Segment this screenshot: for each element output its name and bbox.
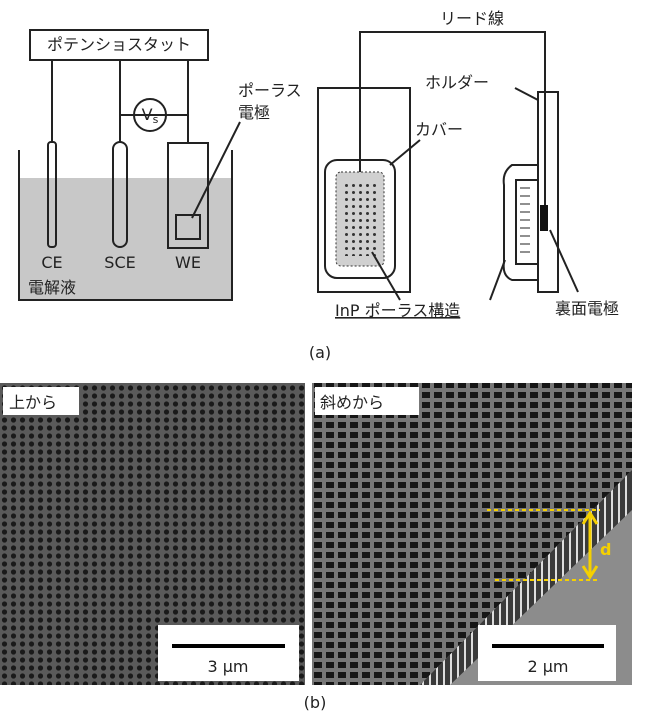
cover-side xyxy=(504,165,538,280)
back-electrode-label: 裏面電極 xyxy=(555,299,619,318)
cell-diagram: ポテンショスタット Vs ポーラス 電極 CE SCE WE 電解液 xyxy=(19,30,302,300)
holder-diagram: リード線 カバー ホルダー 裏面電極 InP ポーラス構造 xyxy=(318,9,619,320)
voltage-sub: s xyxy=(153,113,159,126)
view-label: 斜めから xyxy=(320,393,384,412)
sem-top: 上から 3 μm xyxy=(0,383,305,685)
voltage-main: V xyxy=(142,105,153,124)
holder-label: ホルダー xyxy=(425,73,489,92)
electrode-label: ポーラス xyxy=(238,81,302,100)
leader xyxy=(515,88,538,100)
figure: ポテンショスタット Vs ポーラス 電極 CE SCE WE 電解液 リード線 … xyxy=(0,0,662,716)
sem-oblique: 斜めから d 2 μm xyxy=(312,383,632,685)
structure-label: InP ポーラス構造 xyxy=(335,301,460,320)
leader xyxy=(390,140,420,165)
leader xyxy=(490,260,505,300)
electrode-name: WE xyxy=(175,253,201,272)
view-label: 上から xyxy=(9,393,57,412)
lead-wire xyxy=(360,32,545,175)
caption: (b) xyxy=(304,693,327,712)
electrode-label: 電極 xyxy=(238,103,270,122)
electrode-name: CE xyxy=(41,253,62,272)
leader xyxy=(550,230,578,292)
pores-side xyxy=(520,188,530,252)
scale-label: 2 μm xyxy=(527,657,568,676)
voltage-label: Vs xyxy=(142,105,159,126)
sample-side xyxy=(516,180,538,264)
depth-label: d xyxy=(600,540,611,559)
lead-label: リード線 xyxy=(440,9,504,28)
electrolyte-label: 電解液 xyxy=(28,278,76,297)
back-electrode xyxy=(540,205,548,231)
electrode-name: SCE xyxy=(104,253,135,272)
potentiostat-label: ポテンショスタット xyxy=(47,35,191,54)
scale-label: 3 μm xyxy=(207,657,248,676)
caption: (a) xyxy=(309,343,331,362)
cover-label: カバー xyxy=(415,120,463,139)
pores xyxy=(342,182,378,256)
holder-side xyxy=(538,92,558,292)
